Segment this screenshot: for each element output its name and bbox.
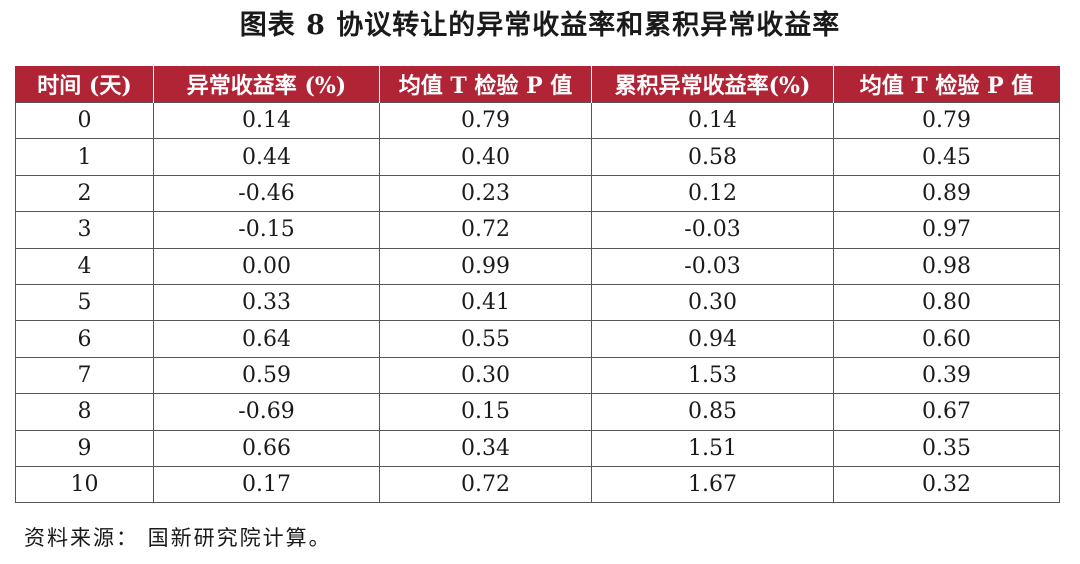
cell-ar-p-value: 0.72 bbox=[379, 211, 592, 249]
table-row: 10 0.17 0.72 1.67 0.32 bbox=[15, 465, 1060, 504]
cell-car-p-value: 0.98 bbox=[833, 247, 1060, 285]
cell-abnormal-return: 0.17 bbox=[153, 465, 380, 504]
cell-abnormal-return: -0.46 bbox=[153, 174, 380, 213]
cell-ar-p-value: 0.34 bbox=[379, 429, 592, 467]
cell-abnormal-return: -0.69 bbox=[153, 393, 380, 431]
cell-ar-p-value: 0.15 bbox=[379, 393, 592, 431]
column-header-ar-p-value: 均值 T 检验 P 值 bbox=[379, 66, 592, 103]
cell-car-p-value: 0.97 bbox=[833, 211, 1060, 249]
cell-abnormal-return: 0.66 bbox=[153, 429, 380, 467]
cell-day: 1 bbox=[15, 138, 154, 176]
column-header-car-p-value: 均值 T 检验 P 值 bbox=[833, 66, 1060, 103]
cell-car-p-value: 0.60 bbox=[833, 320, 1060, 358]
cell-cumulative-abnormal-return: 0.14 bbox=[591, 101, 834, 140]
header-row: 时间 (天) 异常收益率 (%) 均值 T 检验 P 值 累积异常收益率(%) … bbox=[15, 66, 1060, 103]
table-header: 时间 (天) 异常收益率 (%) 均值 T 检验 P 值 累积异常收益率(%) … bbox=[15, 66, 1060, 103]
cell-abnormal-return: 0.64 bbox=[153, 320, 380, 358]
cell-abnormal-return: -0.15 bbox=[153, 211, 380, 249]
cell-cumulative-abnormal-return: -0.03 bbox=[591, 211, 834, 249]
cell-day: 4 bbox=[15, 247, 154, 285]
cell-day: 8 bbox=[15, 393, 154, 431]
cell-cumulative-abnormal-return: 0.94 bbox=[591, 320, 834, 358]
table-row: 4 0.00 0.99 -0.03 0.98 bbox=[15, 247, 1060, 285]
cell-ar-p-value: 0.72 bbox=[379, 465, 592, 504]
table-row: 5 0.33 0.41 0.30 0.80 bbox=[15, 283, 1060, 322]
cell-car-p-value: 0.32 bbox=[833, 465, 1060, 504]
page-title: 图表 8 协议转让的异常收益率和累积异常收益率 bbox=[239, 10, 841, 41]
cell-cumulative-abnormal-return: 0.30 bbox=[591, 283, 834, 322]
cell-ar-p-value: 0.30 bbox=[379, 356, 592, 395]
cell-day: 7 bbox=[15, 356, 154, 395]
cell-cumulative-abnormal-return: 0.85 bbox=[591, 393, 834, 431]
cell-car-p-value: 0.35 bbox=[833, 429, 1060, 467]
table-row: 8 -0.69 0.15 0.85 0.67 bbox=[15, 393, 1060, 431]
cell-cumulative-abnormal-return: 1.67 bbox=[591, 465, 834, 504]
table-row: 1 0.44 0.40 0.58 0.45 bbox=[15, 138, 1060, 176]
column-header-day: 时间 (天) bbox=[15, 66, 154, 103]
table-row: 3 -0.15 0.72 -0.03 0.97 bbox=[15, 211, 1060, 249]
table-row: 2 -0.46 0.23 0.12 0.89 bbox=[15, 174, 1060, 213]
cell-cumulative-abnormal-return: 0.12 bbox=[591, 174, 834, 213]
cell-day: 3 bbox=[15, 211, 154, 249]
table-row: 9 0.66 0.34 1.51 0.35 bbox=[15, 429, 1060, 467]
cell-ar-p-value: 0.99 bbox=[379, 247, 592, 285]
table-row: 7 0.59 0.30 1.53 0.39 bbox=[15, 356, 1060, 395]
cell-abnormal-return: 0.59 bbox=[153, 356, 380, 395]
cell-abnormal-return: 0.44 bbox=[153, 138, 380, 176]
cell-ar-p-value: 0.23 bbox=[379, 174, 592, 213]
cell-day: 5 bbox=[15, 283, 154, 322]
table-body: 0 0.14 0.79 0.14 0.79 1 0.44 0.40 0.58 0.45 2 -0.46… bbox=[15, 101, 1060, 504]
cell-day: 0 bbox=[15, 101, 154, 140]
cell-day: 9 bbox=[15, 429, 154, 467]
cell-car-p-value: 0.39 bbox=[833, 356, 1060, 395]
cell-cumulative-abnormal-return: -0.03 bbox=[591, 247, 834, 285]
column-header-abnormal-return: 异常收益率 (%) bbox=[153, 66, 380, 103]
cell-ar-p-value: 0.55 bbox=[379, 320, 592, 358]
cell-day: 2 bbox=[15, 174, 154, 213]
cell-car-p-value: 0.67 bbox=[833, 393, 1060, 431]
data-table: 时间 (天) 异常收益率 (%) 均值 T 检验 P 值 累积异常收益率(%) … bbox=[15, 66, 1060, 504]
column-header-cumulative-abnormal-return: 累积异常收益率(%) bbox=[591, 66, 834, 103]
cell-ar-p-value: 0.40 bbox=[379, 138, 592, 176]
cell-abnormal-return: 0.33 bbox=[153, 283, 380, 322]
cell-day: 10 bbox=[15, 465, 154, 504]
cell-cumulative-abnormal-return: 1.53 bbox=[591, 356, 834, 395]
cell-ar-p-value: 0.79 bbox=[379, 101, 592, 140]
cell-abnormal-return: 0.14 bbox=[153, 101, 380, 140]
cell-cumulative-abnormal-return: 1.51 bbox=[591, 429, 834, 467]
table-row: 0 0.14 0.79 0.14 0.79 bbox=[15, 101, 1060, 140]
cell-car-p-value: 0.45 bbox=[833, 138, 1060, 176]
source-note: 资料来源： 国新研究院计算。 bbox=[24, 526, 332, 550]
cell-abnormal-return: 0.00 bbox=[153, 247, 380, 285]
cell-car-p-value: 0.89 bbox=[833, 174, 1060, 213]
cell-car-p-value: 0.79 bbox=[833, 101, 1060, 140]
cell-car-p-value: 0.80 bbox=[833, 283, 1060, 322]
cell-cumulative-abnormal-return: 0.58 bbox=[591, 138, 834, 176]
cell-day: 6 bbox=[15, 320, 154, 358]
cell-ar-p-value: 0.41 bbox=[379, 283, 592, 322]
table-row: 6 0.64 0.55 0.94 0.60 bbox=[15, 320, 1060, 358]
